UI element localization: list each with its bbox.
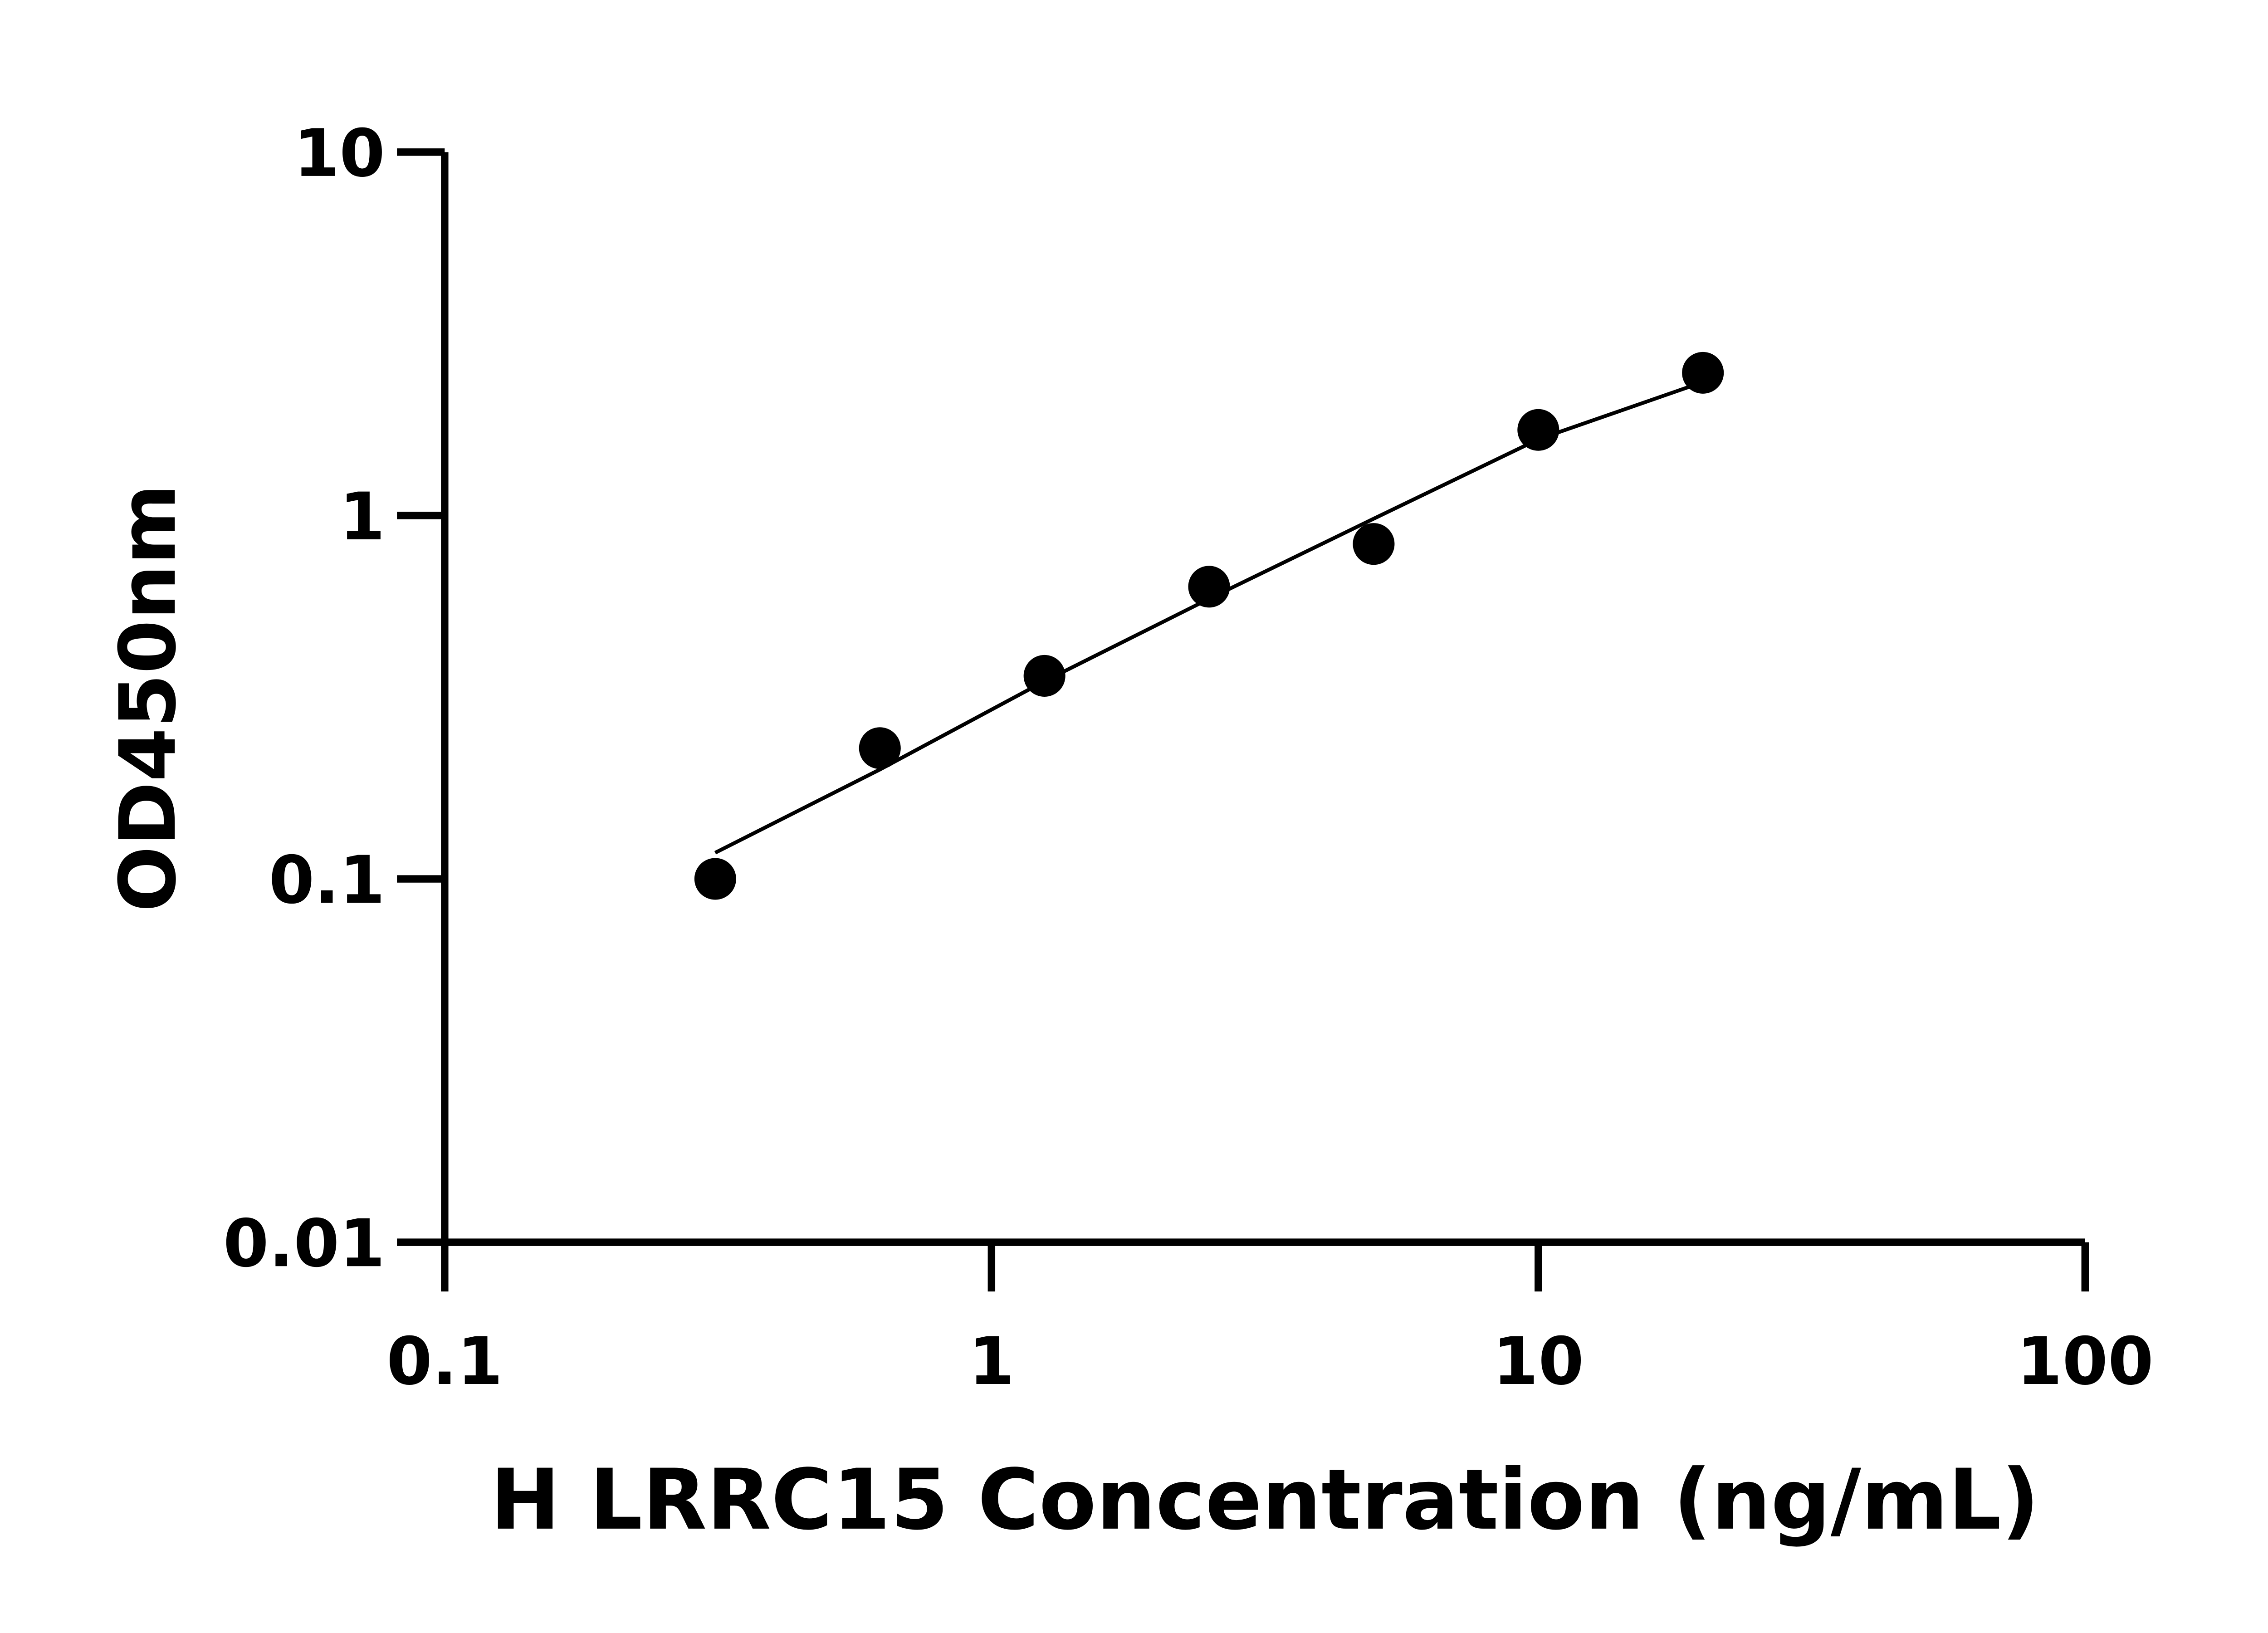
y-tick-label: 0.1 [269,842,385,919]
data-point [1023,655,1066,697]
data-point [1682,352,1724,394]
x-tick-label: 10 [1493,1324,1584,1400]
data-point [1517,409,1559,451]
axes [397,148,2089,1292]
x-tick-label: 1 [968,1324,1014,1400]
fit-curve [714,380,1704,855]
x-tick-label: 100 [2017,1324,2154,1400]
data-points [694,352,1724,900]
data-point [1188,566,1230,608]
y-tick-label: 1 [339,479,385,555]
y-tick-label: 0.01 [223,1206,385,1282]
x-tick-label: 0.1 [386,1324,503,1400]
data-point [859,727,901,769]
y-tick-label: 10 [294,116,385,192]
data-point [1353,523,1395,565]
data-point [694,858,736,900]
y-axis-label: OD450nm [103,484,193,912]
x-axis-label: H LRRC15 Concentration (ng/mL) [490,1452,2039,1549]
